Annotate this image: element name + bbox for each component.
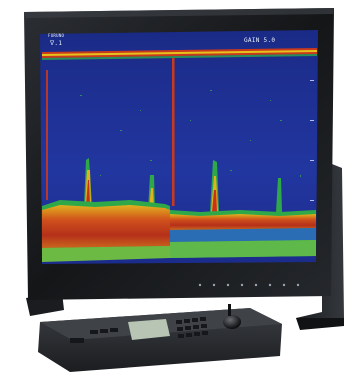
plankton-echoes	[80, 90, 301, 177]
echogram-screen	[40, 30, 318, 264]
control-keyboard	[38, 304, 282, 372]
keyboard-lcd	[128, 319, 170, 340]
brand-mark: FURUNO	[48, 33, 65, 38]
trackball-icon	[223, 315, 241, 329]
seabed-echo	[42, 200, 316, 262]
range-readout: ᐁ.1	[50, 40, 63, 47]
fish-school-echoes	[84, 158, 282, 212]
event-marker-line	[172, 58, 175, 206]
joystick-lever	[228, 304, 231, 316]
monitor-stand-arm	[296, 160, 344, 330]
bezel-button-strip	[198, 283, 300, 287]
keyboard-keys	[70, 317, 208, 343]
depth-scale-ticks	[310, 80, 314, 201]
gain-readout: GAIN 5.0	[244, 37, 276, 44]
